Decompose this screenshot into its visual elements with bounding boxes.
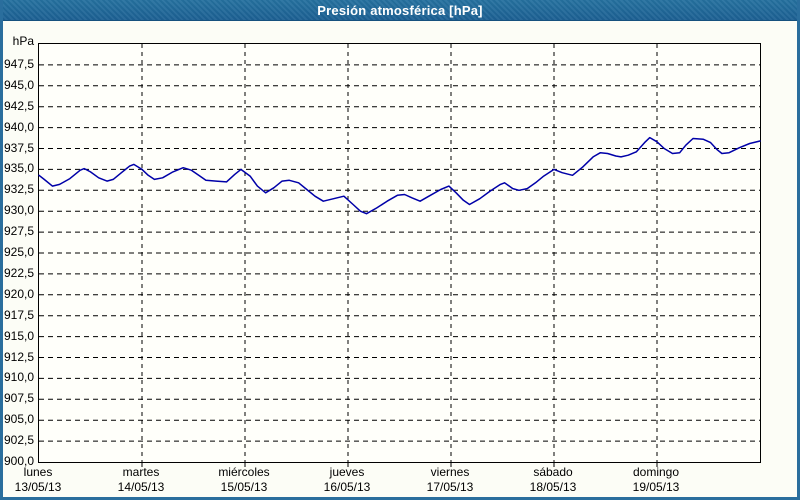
y-axis-tick-label: 940,0 (3, 119, 34, 134)
y-axis-tick-label: 935,0 (3, 161, 34, 176)
x-axis-day-label: domingo (632, 465, 680, 479)
x-axis-day-label: sábado (533, 465, 573, 479)
y-axis-tick-label: 915,0 (3, 328, 34, 343)
x-axis-date-label: 16/05/13 (323, 480, 371, 494)
y-axis-tick-label: 947,5 (3, 56, 34, 71)
x-axis-date-label: 15/05/13 (220, 480, 268, 494)
y-axis-tick-label: 912,5 (3, 349, 34, 364)
y-axis-tick-label: 942,5 (3, 98, 34, 113)
pressure-data-line (38, 136, 761, 215)
y-axis-tick-label: 932,5 (3, 182, 34, 197)
window-title: Presión atmosférica [hPa] (317, 2, 483, 18)
x-axis-date-label: 13/05/13 (14, 480, 62, 494)
x-axis-day-label: jueves (329, 465, 365, 479)
y-axis-unit-label: hPa (12, 34, 34, 48)
y-axis-tick-label: 920,0 (3, 286, 34, 301)
x-axis-day-label: viernes (430, 465, 470, 479)
y-axis-tick-label: 927,5 (3, 224, 34, 239)
y-axis-tick-label: 930,0 (3, 203, 34, 218)
plot-area (38, 43, 761, 467)
x-axis-date-label: 18/05/13 (529, 480, 577, 494)
y-axis-tick-label: 902,5 (3, 433, 34, 448)
y-axis-tick-label: 907,5 (3, 391, 34, 406)
y-axis-tick-label: 905,0 (3, 412, 34, 427)
x-axis-date-label: 19/05/13 (632, 480, 680, 494)
y-axis-tick-label: 910,0 (3, 370, 34, 385)
y-axis-tick-label: 937,5 (3, 140, 34, 155)
x-axis-date-label: 17/05/13 (426, 480, 474, 494)
y-axis-labels: 947,5 945,0 942,5 940,0 937,5 935,0 932,5 930,0… (3, 43, 34, 468)
y-axis-tick-label: 922,5 (3, 265, 34, 280)
y-axis-tick-label: 900,0 (3, 454, 34, 468)
y-axis-tick-label: 917,5 (3, 307, 34, 322)
x-axis-date-label: 14/05/13 (117, 480, 165, 494)
x-axis-day-label: miércoles (218, 465, 270, 479)
y-axis-tick-label: 945,0 (3, 77, 34, 92)
x-axis-day-label: martes (122, 465, 160, 479)
title-bar[interactable]: Presión atmosférica [hPa] (3, 0, 797, 21)
pressure-line-chart (38, 44, 761, 467)
y-axis-tick-label: 925,0 (3, 245, 34, 259)
